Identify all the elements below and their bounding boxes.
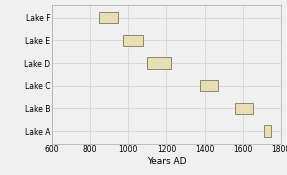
Bar — [264, 125, 271, 137]
Bar — [200, 80, 218, 91]
Bar — [235, 103, 253, 114]
X-axis label: Years AD: Years AD — [147, 157, 186, 166]
Bar — [100, 12, 118, 23]
Bar — [147, 57, 171, 69]
Bar — [123, 35, 143, 46]
